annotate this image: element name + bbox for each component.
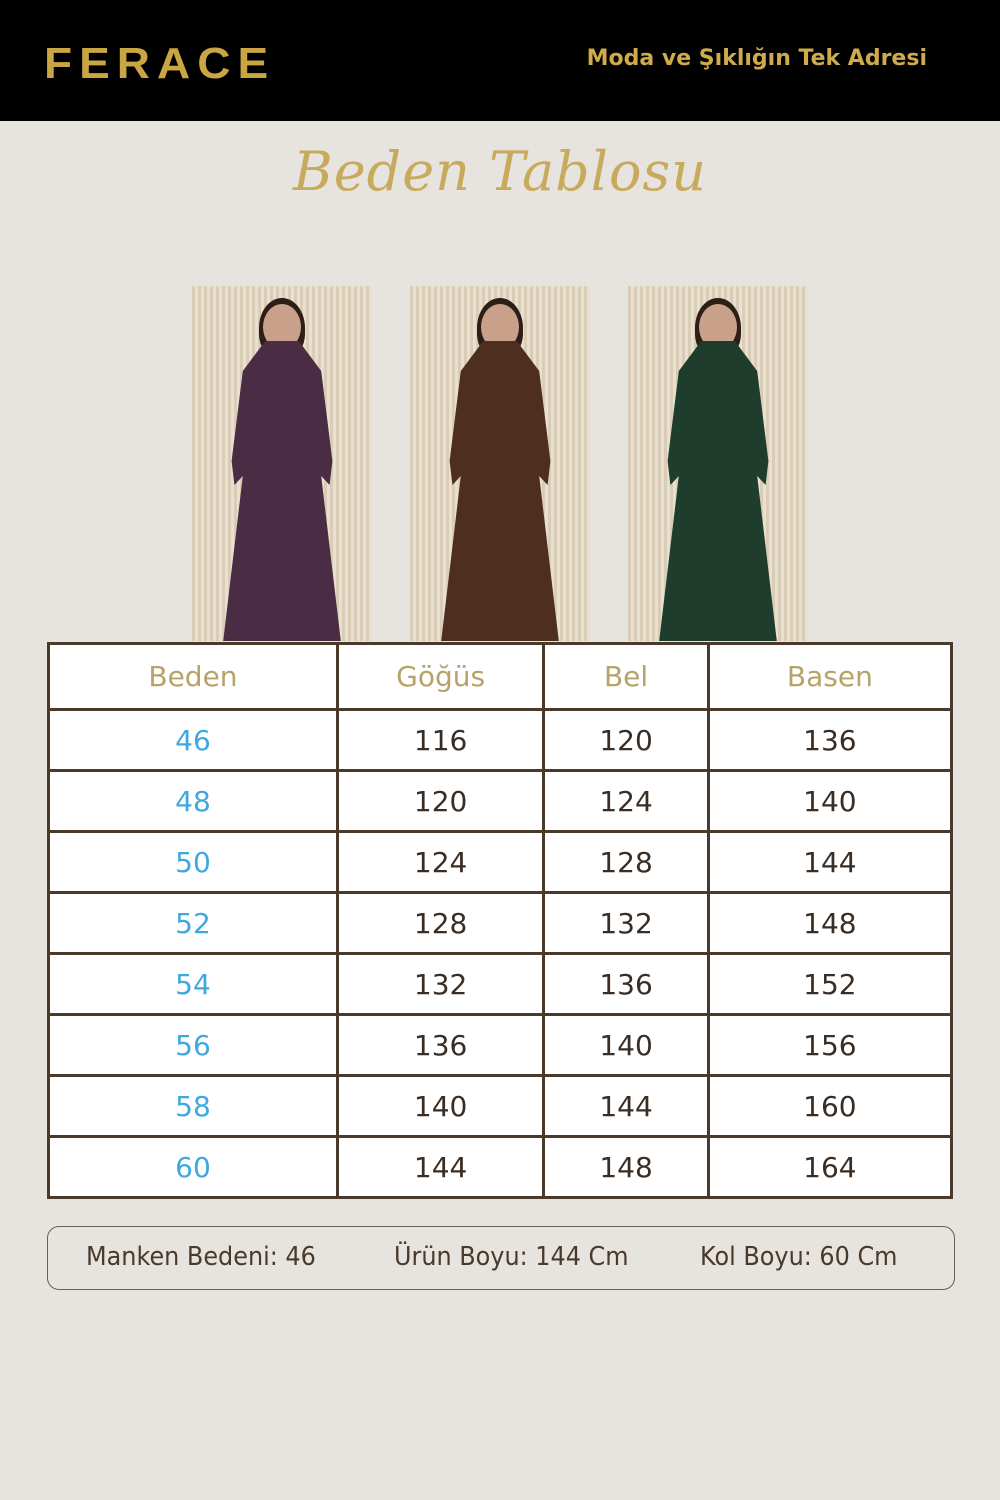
dress-shape [659,341,777,641]
size-cell: 58 [47,1074,339,1138]
brand-logo: FERACE [44,38,276,88]
model-size: Manken Bedeni: 46 [86,1242,316,1272]
measurement-cell: 140 [706,769,954,833]
measurement-cell: 136 [706,708,954,772]
dress-shape [223,341,341,641]
product-length: Ürün Boyu: 144 Cm [394,1242,629,1272]
model-photo-brown [410,286,590,641]
measurement-cell: 124 [542,769,710,833]
column-header: Beden [47,642,339,711]
table-row: 58 140 144 160 [47,1074,954,1138]
column-header: Göğüs [335,642,546,711]
measurement-cell: 144 [706,830,954,894]
measurement-cell: 140 [542,1013,710,1077]
measurement-cell: 128 [335,891,546,955]
size-table: Beden Göğüs Bel Basen 46 116 120 136 48 120 124 14… [47,642,954,1199]
size-cell: 60 [47,1135,339,1199]
table-row: 54 132 136 152 [47,952,954,1016]
size-cell: 54 [47,952,339,1016]
measurement-cell: 156 [706,1013,954,1077]
measurement-cell: 144 [542,1074,710,1138]
size-cell: 52 [47,891,339,955]
size-cell: 46 [47,708,339,772]
measurement-cell: 148 [706,891,954,955]
measurement-cell: 128 [542,830,710,894]
table-header-row: Beden Göğüs Bel Basen [47,642,954,711]
measurement-cell: 136 [542,952,710,1016]
measurement-cell: 124 [335,830,546,894]
size-cell: 56 [47,1013,339,1077]
measurement-cell: 136 [335,1013,546,1077]
measurement-cell: 132 [335,952,546,1016]
dress-shape [441,341,559,641]
column-header: Basen [706,642,954,711]
table-row: 52 128 132 148 [47,891,954,955]
table-row: 56 136 140 156 [47,1013,954,1077]
model-photo-purple [192,286,372,641]
column-header: Bel [542,642,710,711]
model-photo-green [628,286,808,641]
tagline: Moda ve Şıklığın Tek Adresi [586,46,927,71]
sleeve-length: Kol Boyu: 60 Cm [700,1242,898,1272]
table-row: 46 116 120 136 [47,708,954,772]
page-title: Beden Tablosu [293,140,707,203]
measurement-cell: 152 [706,952,954,1016]
measurement-cell: 120 [542,708,710,772]
table-row: 50 124 128 144 [47,830,954,894]
size-cell: 50 [47,830,339,894]
measurement-cell: 160 [706,1074,954,1138]
measurement-cell: 116 [335,708,546,772]
table-row: 48 120 124 140 [47,769,954,833]
measurement-cell: 164 [706,1135,954,1199]
table-row: 60 144 148 164 [47,1135,954,1199]
measurement-info-box: Manken Bedeni: 46 Ürün Boyu: 144 Cm Kol … [47,1226,955,1290]
measurement-cell: 144 [335,1135,546,1199]
measurement-cell: 148 [542,1135,710,1199]
header-bar: FERACE Moda ve Şıklığın Tek Adresi [0,0,1000,121]
size-cell: 48 [47,769,339,833]
measurement-cell: 132 [542,891,710,955]
measurement-cell: 140 [335,1074,546,1138]
measurement-cell: 120 [335,769,546,833]
